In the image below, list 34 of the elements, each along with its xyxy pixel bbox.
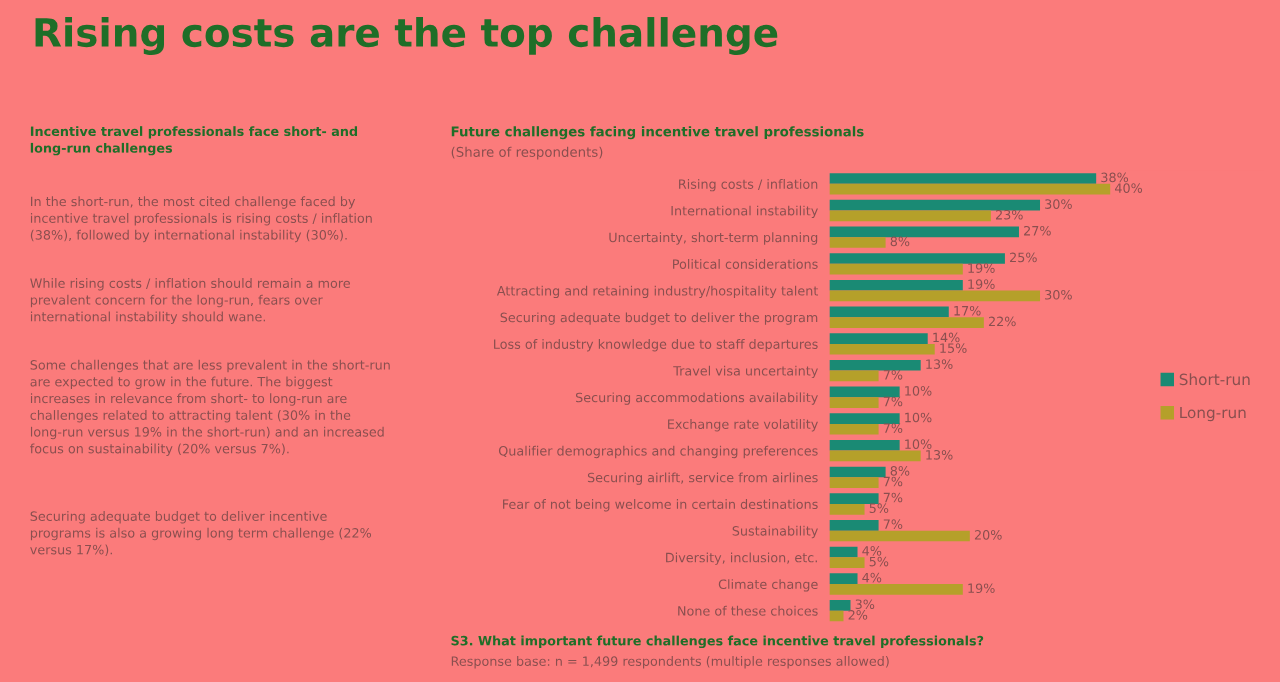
bar (829, 546, 858, 558)
bar (829, 226, 1019, 238)
bar (829, 359, 921, 371)
bar (829, 290, 1041, 302)
bar (829, 413, 900, 424)
bar (829, 317, 984, 328)
bar (829, 530, 970, 542)
bar (829, 183, 1111, 195)
bar (829, 397, 879, 408)
bar (829, 333, 928, 344)
bar (829, 466, 886, 478)
text: Rising costs are the top challenge (35, 17, 778, 55)
bar (829, 343, 935, 355)
bar (829, 439, 900, 451)
bar (829, 199, 1041, 211)
bar (829, 600, 851, 611)
bar (829, 386, 900, 398)
bar (829, 493, 879, 504)
bar (829, 306, 949, 318)
bar (829, 450, 921, 462)
bar (829, 423, 879, 435)
bar (829, 519, 879, 531)
bar (829, 279, 963, 291)
bar (829, 477, 879, 488)
bar (829, 573, 858, 585)
bar (829, 584, 963, 595)
bar (829, 173, 1097, 184)
bar (829, 370, 879, 382)
bar (829, 210, 991, 222)
bar (829, 503, 865, 515)
bar (829, 237, 886, 248)
bar (829, 263, 963, 275)
bar (829, 253, 1005, 264)
bar (829, 557, 865, 569)
